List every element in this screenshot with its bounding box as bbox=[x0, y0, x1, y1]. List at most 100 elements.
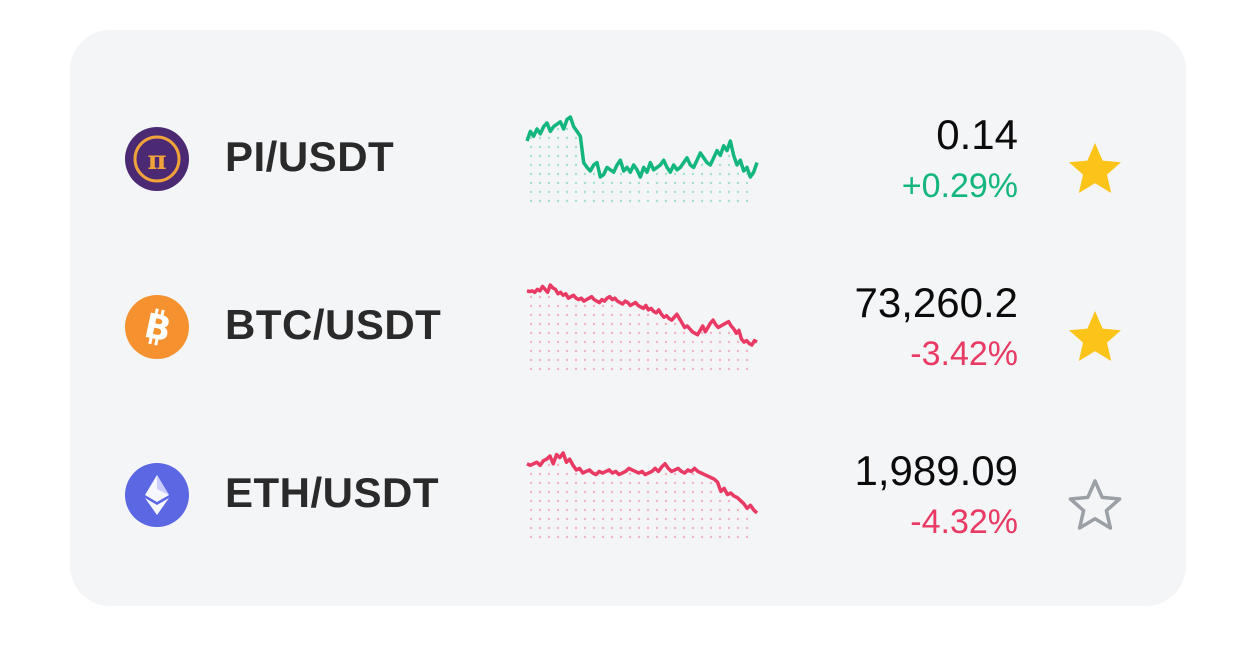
sparkline-fill-dot bbox=[718, 199, 722, 203]
sparkline-fill-dot bbox=[565, 472, 569, 476]
sparkline-fill-dot bbox=[583, 199, 587, 203]
sparkline-fill-dot bbox=[565, 313, 569, 317]
sparkline-fill-dot bbox=[736, 199, 740, 203]
sparkline-fill-dot bbox=[529, 295, 533, 299]
sparkline-fill-dot bbox=[610, 526, 614, 530]
sparkline-fill-dot bbox=[601, 340, 605, 344]
pair-row-pi[interactable]: π PI/USDT 0.14 +0.29% bbox=[70, 111, 1186, 215]
sparkline-fill-dot bbox=[700, 535, 704, 539]
sparkline-fill-dot bbox=[574, 331, 578, 335]
sparkline-fill-dot bbox=[556, 463, 560, 467]
ethereum-icon bbox=[125, 463, 189, 527]
sparkline-fill-dot bbox=[691, 349, 695, 353]
sparkline-fill-dot bbox=[610, 190, 614, 194]
sparkline-fill-dot bbox=[709, 526, 713, 530]
sparkline-fill-dot bbox=[610, 181, 614, 185]
sparkline-fill-dot bbox=[727, 172, 731, 176]
sparkline-fill-dot bbox=[601, 358, 605, 362]
sparkline-fill-dot bbox=[628, 526, 632, 530]
sparkline-fill-dot bbox=[538, 190, 542, 194]
sparkline-fill-dot bbox=[637, 367, 641, 371]
sparkline-fill-dot bbox=[610, 481, 614, 485]
sparkline-fill-dot bbox=[565, 517, 569, 521]
sparkline-fill-dot bbox=[583, 367, 587, 371]
sparkline-fill-dot bbox=[592, 340, 596, 344]
sparkline-fill-dot bbox=[592, 322, 596, 326]
sparkline-fill-dot bbox=[583, 349, 587, 353]
sparkline-fill-dot bbox=[637, 331, 641, 335]
favorite-star-icon[interactable] bbox=[1063, 305, 1127, 369]
sparkline-fill-dot bbox=[655, 331, 659, 335]
sparkline-fill-dot bbox=[700, 490, 704, 494]
favorite-star-outline-icon[interactable] bbox=[1063, 473, 1127, 537]
pair-row-eth[interactable]: ETH/USDT 1,989.09 -4.32% bbox=[70, 447, 1186, 551]
sparkline-fill-dot bbox=[619, 367, 623, 371]
sparkline-fill-dot bbox=[673, 472, 677, 476]
sparkline-fill-dot bbox=[673, 331, 677, 335]
sparkline-fill-dot bbox=[646, 349, 650, 353]
favorite-star-icon[interactable] bbox=[1063, 137, 1127, 201]
sparkline-fill-dot bbox=[601, 349, 605, 353]
sparkline-fill-dot bbox=[583, 304, 587, 308]
sparkline-fill-dot bbox=[556, 331, 560, 335]
pair-row-btc[interactable]: B BTC/USDT 73,260.2 -3.42% bbox=[70, 279, 1186, 383]
sparkline-fill-dot bbox=[538, 181, 542, 185]
sparkline-fill-dot bbox=[673, 199, 677, 203]
sparkline-fill-dot bbox=[664, 490, 668, 494]
sparkline-fill-dot bbox=[655, 358, 659, 362]
sparkline-fill-dot bbox=[574, 358, 578, 362]
sparkline-fill-dot bbox=[691, 367, 695, 371]
sparkline-fill-dot bbox=[556, 313, 560, 317]
sparkline-fill-dot bbox=[529, 481, 533, 485]
sparkline-fill-dot bbox=[727, 163, 731, 167]
sparkline-fill-dot bbox=[574, 499, 578, 503]
sparkline-fill-dot bbox=[637, 499, 641, 503]
sparkline-fill-dot bbox=[610, 490, 614, 494]
sparkline-fill-dot bbox=[529, 145, 533, 149]
sparkline-fill-dot bbox=[574, 340, 578, 344]
sparkline-fill-dot bbox=[709, 172, 713, 176]
sparkline-fill-dot bbox=[556, 136, 560, 140]
sparkline-fill-dot bbox=[529, 499, 533, 503]
sparkline-fill-dot bbox=[664, 358, 668, 362]
sparkline-fill-dot bbox=[628, 490, 632, 494]
sparkline-fill-dot bbox=[592, 490, 596, 494]
sparkline-fill-dot bbox=[574, 172, 578, 176]
sparkline-fill-dot bbox=[574, 313, 578, 317]
sparkline-fill-dot bbox=[547, 154, 551, 158]
sparkline-fill-dot bbox=[592, 358, 596, 362]
sparkline-fill-dot bbox=[538, 145, 542, 149]
sparkline-fill-dot bbox=[547, 526, 551, 530]
sparkline-fill-dot bbox=[637, 199, 641, 203]
sparkline-fill-dot bbox=[556, 154, 560, 158]
sparkline-fill-dot bbox=[700, 331, 704, 335]
sparkline-fill-dot bbox=[718, 172, 722, 176]
sparkline-fill-dot bbox=[727, 181, 731, 185]
sparkline-fill-dot bbox=[682, 481, 686, 485]
sparkline-fill-dot bbox=[682, 508, 686, 512]
sparkline-fill-dot bbox=[529, 472, 533, 476]
sparkline-fill-dot bbox=[646, 199, 650, 203]
sparkline-fill-dot bbox=[547, 163, 551, 167]
sparkline-fill-dot bbox=[655, 481, 659, 485]
sparkline-fill-dot bbox=[628, 517, 632, 521]
sparkline-fill-dot bbox=[727, 358, 731, 362]
sparkline-fill-dot bbox=[709, 190, 713, 194]
sparkline-fill-dot bbox=[664, 349, 668, 353]
sparkline-fill-dot bbox=[655, 190, 659, 194]
sparkline-fill-dot bbox=[529, 526, 533, 530]
sparkline-fill-dot bbox=[709, 499, 713, 503]
sparkline-fill-dot bbox=[601, 517, 605, 521]
sparkline-fill-dot bbox=[592, 199, 596, 203]
sparkline-fill-dot bbox=[664, 481, 668, 485]
sparkline-fill-dot bbox=[700, 190, 704, 194]
sparkline-fill-dot bbox=[637, 313, 641, 317]
sparkline-fill-dot bbox=[610, 499, 614, 503]
sparkline-fill-dot bbox=[700, 517, 704, 521]
sparkline-fill-dot bbox=[592, 313, 596, 317]
sparkline-fill-dot bbox=[574, 304, 578, 308]
sparkline-fill-dot bbox=[556, 517, 560, 521]
sparkline-fill-dot bbox=[565, 331, 569, 335]
sparkline-fill-dot bbox=[637, 490, 641, 494]
sparkline-fill-dot bbox=[682, 181, 686, 185]
